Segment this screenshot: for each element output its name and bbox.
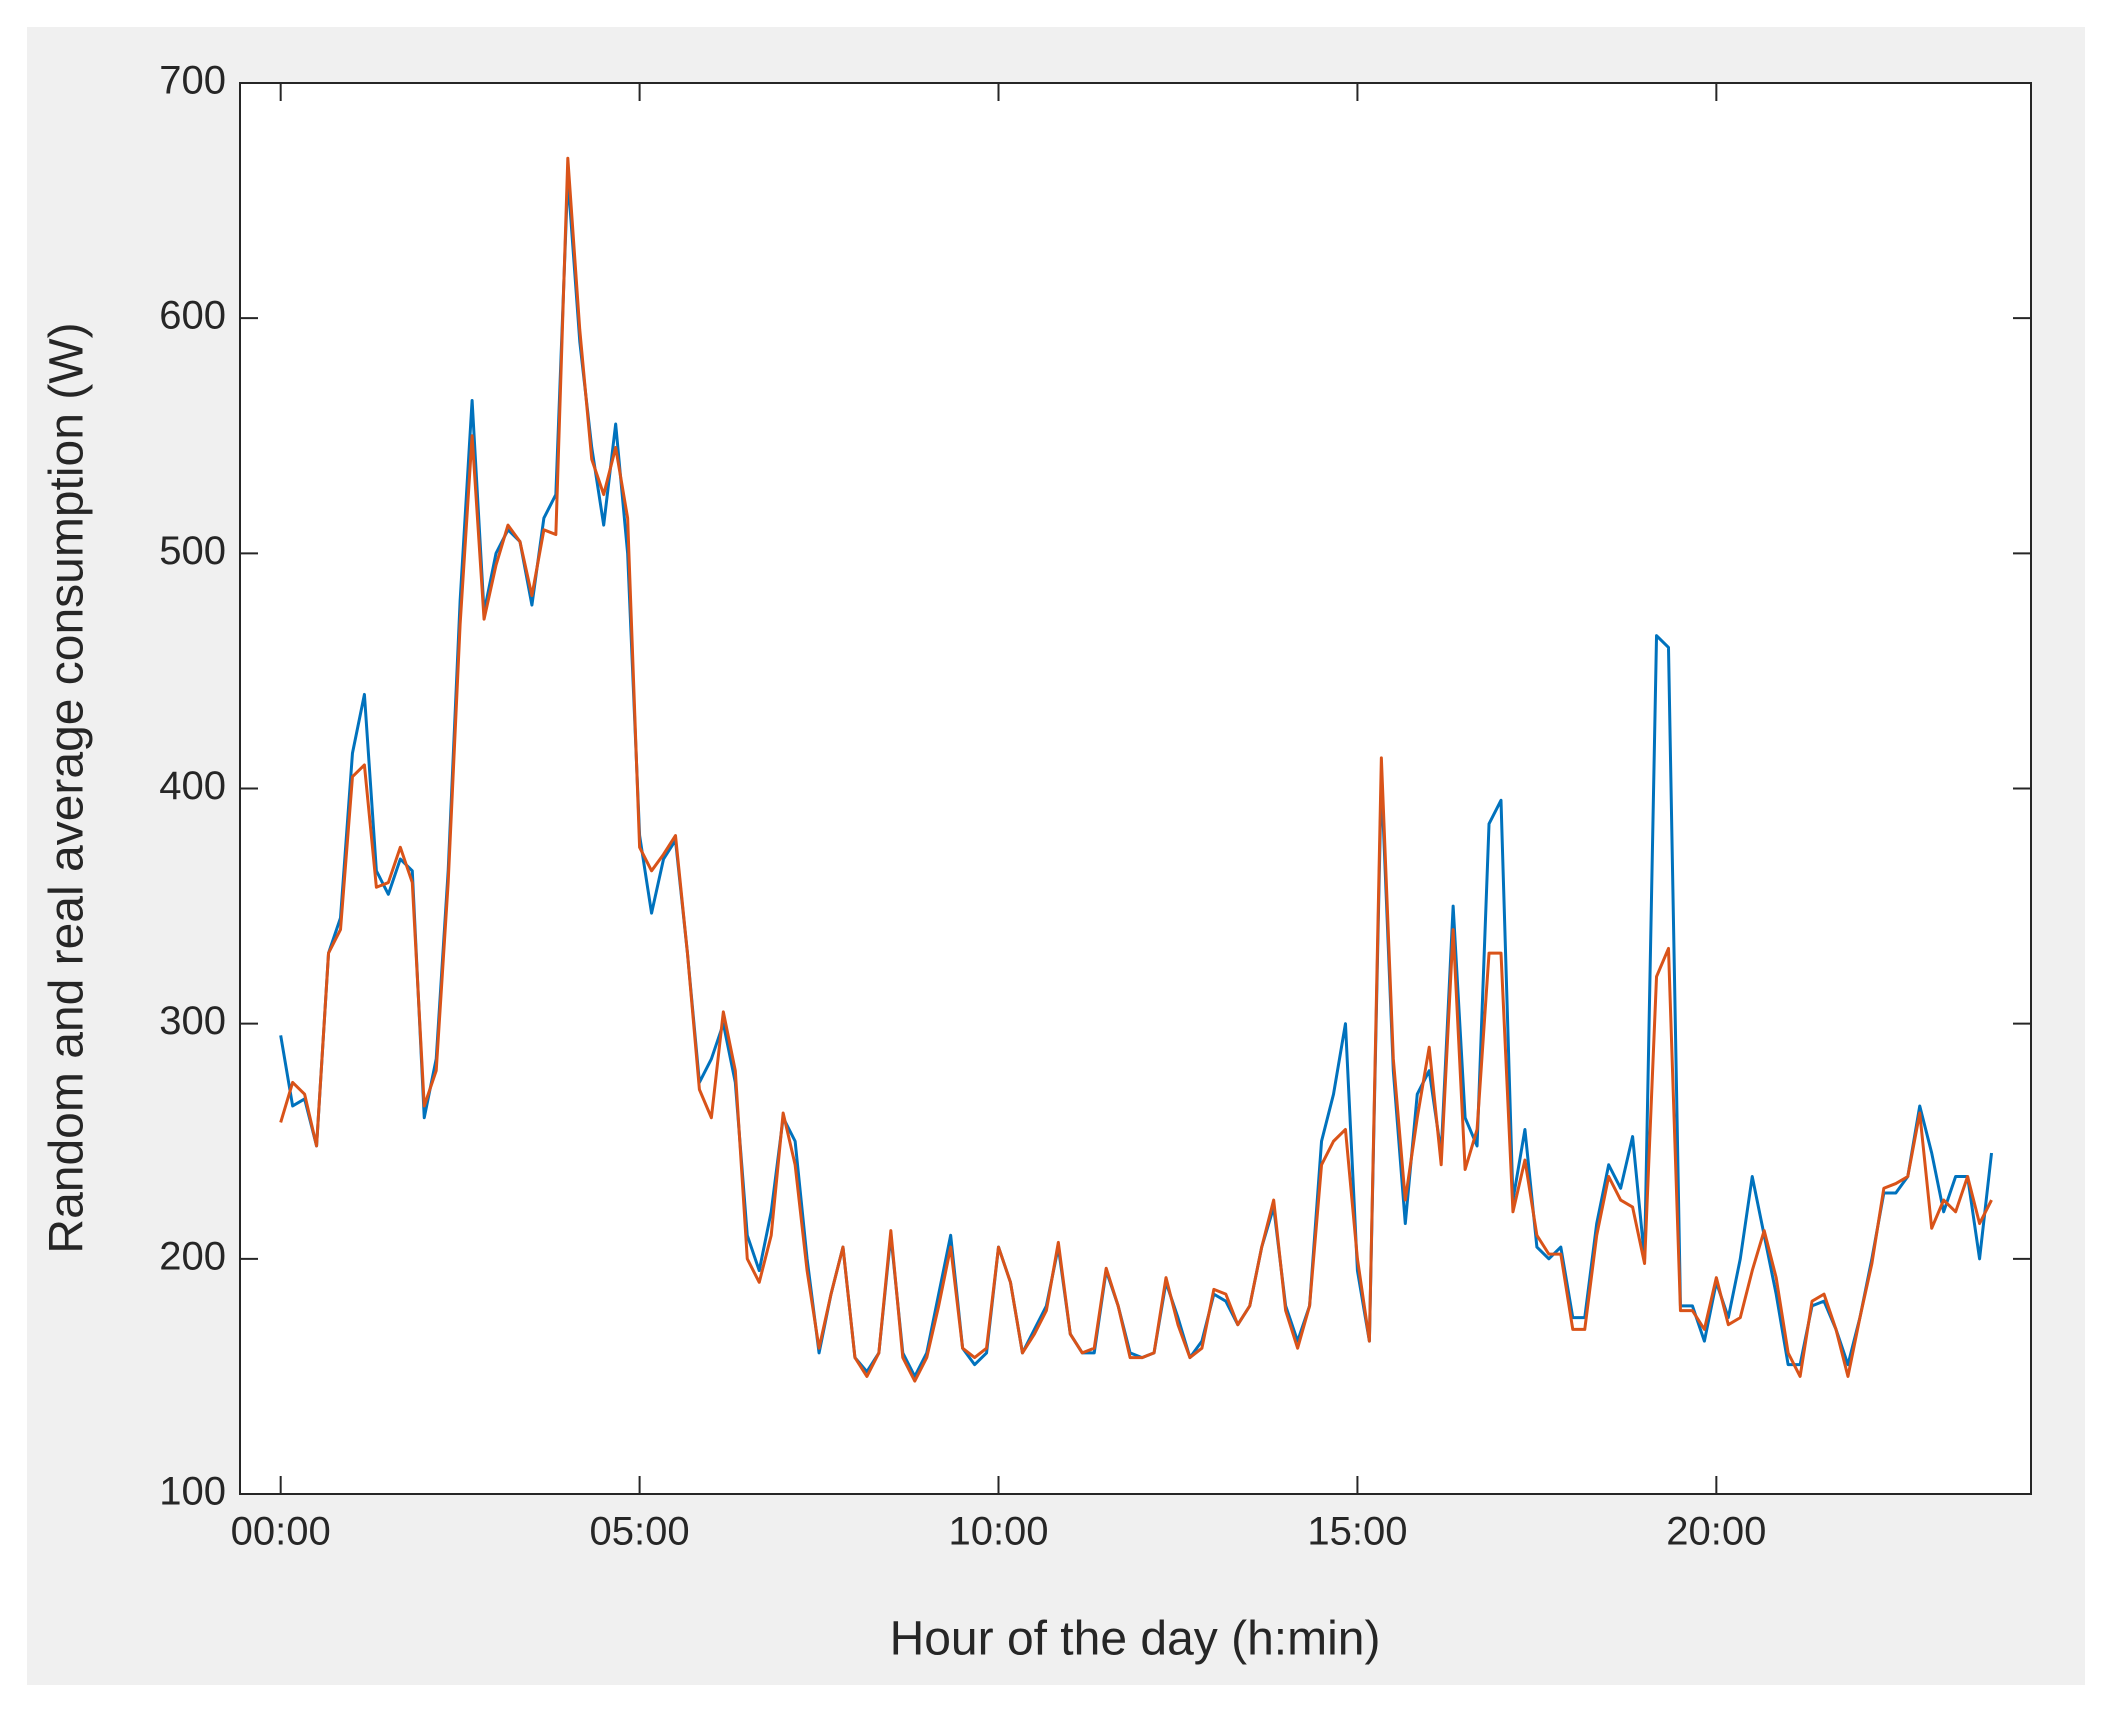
plot-area [239,82,2032,1495]
x-tick-label: 05:00 [590,1510,690,1554]
y-tick-label: 200 [159,1234,226,1278]
x-axis-label: Hour of the day (h:min) [890,1613,1381,1666]
y-tick-label: 700 [159,59,226,103]
x-tick-label: 15:00 [1307,1510,1407,1554]
x-tick-label: 10:00 [948,1510,1048,1554]
series-line [279,156,1993,1383]
y-tick-label: 500 [159,529,226,573]
y-tick-label: 600 [159,294,226,338]
y-axis-label: Random and real average consumption (W) [41,322,94,1253]
y-tick-label: 100 [159,1470,226,1514]
y-tick-label: 300 [159,999,226,1043]
x-tick-label: 20:00 [1666,1510,1766,1554]
y-tick-label: 400 [159,764,226,808]
x-tick-label: 00:00 [231,1510,331,1554]
